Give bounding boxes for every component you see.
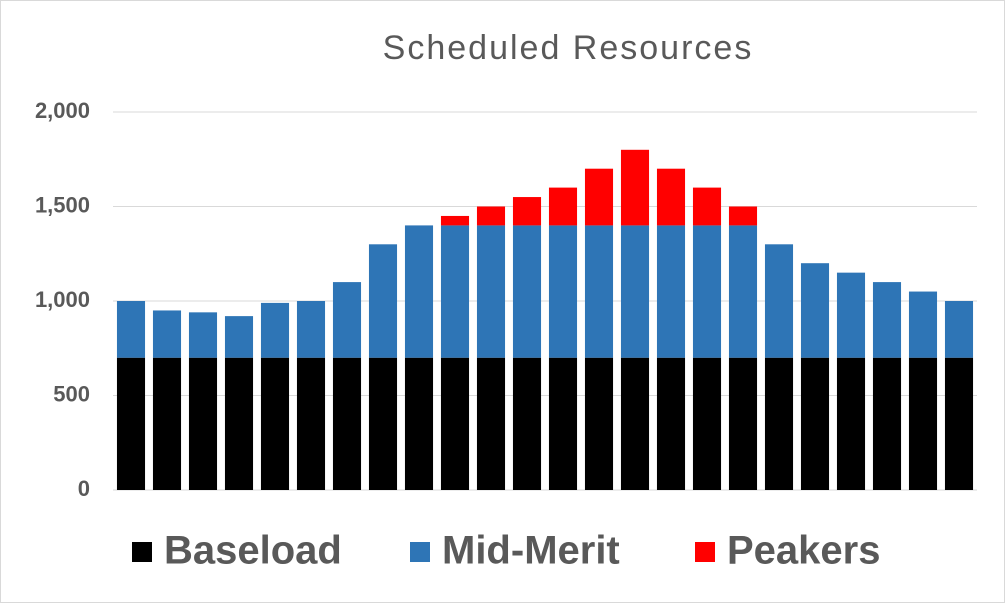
bar-segment	[224, 316, 254, 358]
bar-segment	[152, 310, 182, 358]
bar-segment	[116, 357, 146, 490]
bar-segment	[332, 282, 362, 358]
bar-segment	[476, 206, 506, 226]
bar-segment	[764, 357, 794, 490]
bar-segment	[332, 357, 362, 490]
bar-segment	[260, 357, 290, 490]
bar-segment	[728, 357, 758, 490]
bar-segment	[656, 225, 686, 358]
bar-segment	[368, 244, 398, 358]
bar-segment	[872, 282, 902, 358]
bar-segment	[548, 187, 578, 226]
bar-segment	[800, 263, 830, 358]
y-tick-label: 1,000	[35, 287, 90, 312]
bar-segment	[692, 187, 722, 226]
bar-segment	[656, 168, 686, 226]
bar-segment	[440, 215, 470, 226]
bar-segment	[548, 225, 578, 358]
bar-segment	[116, 301, 146, 358]
bar-segment	[692, 357, 722, 490]
bar-segment	[296, 301, 326, 358]
bar-segment	[404, 357, 434, 490]
bar-segment	[188, 312, 218, 358]
bar-segment	[440, 357, 470, 490]
legend-label: Peakers	[727, 529, 880, 573]
bar-segment	[656, 357, 686, 490]
bar-segment	[224, 357, 254, 490]
bar-segment	[800, 357, 830, 490]
bar-segment	[692, 225, 722, 358]
bar-segment	[620, 149, 650, 226]
y-tick-label: 0	[78, 476, 90, 501]
bar-segment	[512, 357, 542, 490]
bar-segment	[548, 357, 578, 490]
y-tick-label: 500	[53, 381, 90, 406]
bar-segment	[872, 357, 902, 490]
legend-swatch	[132, 542, 152, 562]
bar-segment	[620, 357, 650, 490]
bar-segment	[368, 357, 398, 490]
legend-label: Mid-Merit	[442, 529, 620, 573]
legend-label: Baseload	[164, 529, 342, 573]
bar-segment	[584, 225, 614, 358]
bar-segment	[296, 357, 326, 490]
bar-segment	[404, 225, 434, 358]
bar-segment	[476, 225, 506, 358]
y-tick-label: 1,500	[35, 192, 90, 217]
bar-segment	[512, 197, 542, 226]
bar-segment	[908, 291, 938, 358]
chart-title: Scheduled Resources	[383, 29, 754, 67]
legend-swatch	[695, 542, 715, 562]
bar-segment	[620, 225, 650, 358]
bar-segment	[584, 357, 614, 490]
bar-segment	[836, 357, 866, 490]
bar-segment	[728, 206, 758, 226]
bar-segment	[260, 302, 290, 358]
bar-segment	[836, 272, 866, 358]
bar-segment	[152, 357, 182, 490]
bar-segment	[728, 225, 758, 358]
bar-segment	[476, 357, 506, 490]
bar-segment	[440, 225, 470, 358]
bar-segment	[584, 168, 614, 226]
y-tick-label: 2,000	[35, 98, 90, 123]
bar-segment	[908, 357, 938, 490]
bar-segment	[944, 301, 974, 358]
bar-segment	[944, 357, 974, 490]
bar-segment	[512, 225, 542, 358]
bar-segment	[188, 357, 218, 490]
bar-segment	[764, 244, 794, 358]
legend-swatch	[410, 542, 430, 562]
